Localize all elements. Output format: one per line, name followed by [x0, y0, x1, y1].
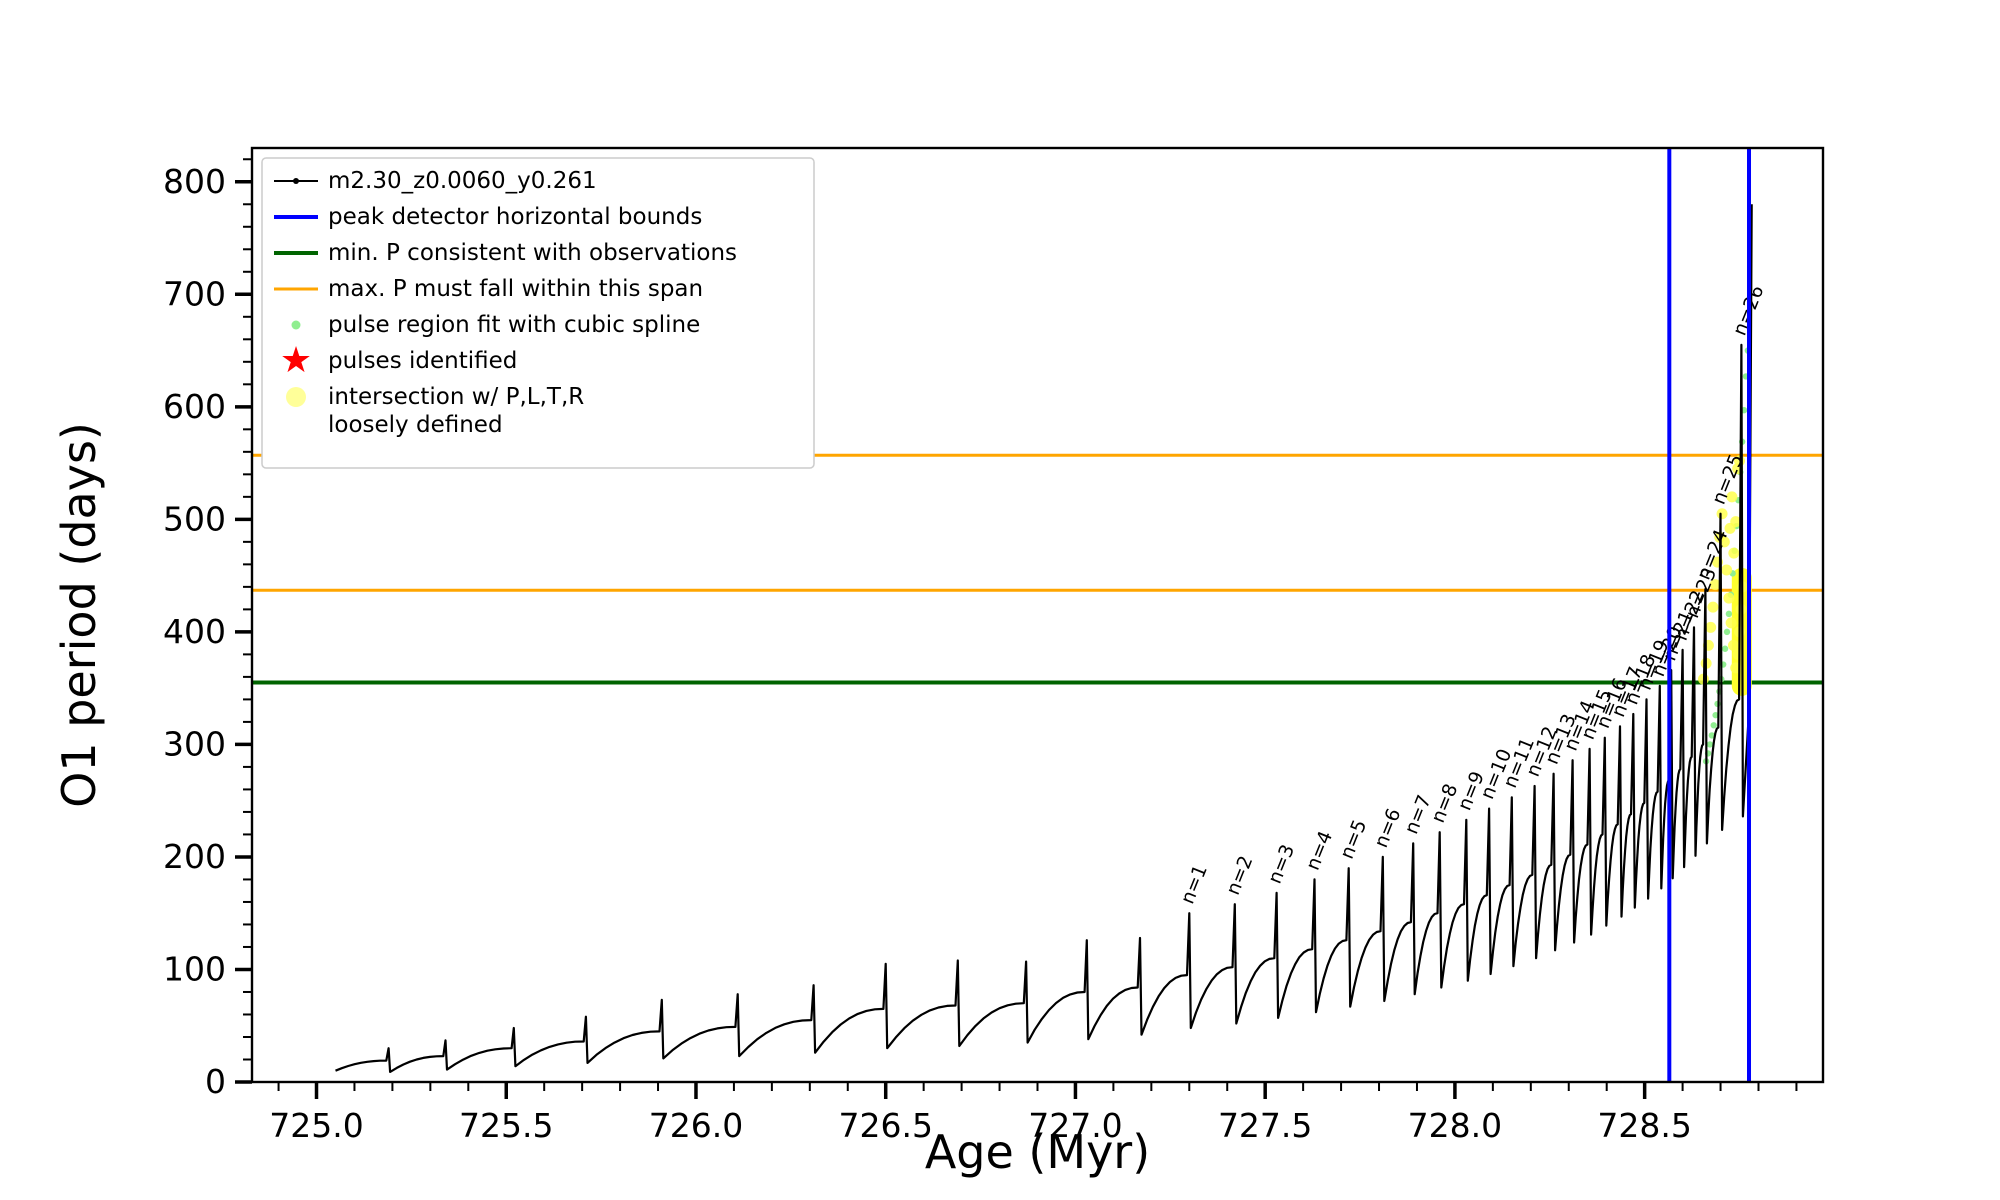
y-tick-label: 200 [163, 837, 226, 876]
legend-marker-large-dot [286, 387, 306, 407]
y-tick-label: 700 [163, 274, 226, 313]
x-tick-label: 727.0 [1028, 1106, 1122, 1145]
intersection-dot [1707, 601, 1719, 613]
legend-label: pulses identified [328, 348, 517, 374]
intersection-dot [1727, 639, 1739, 651]
y-tick-label: 100 [163, 949, 226, 988]
x-tick-label: 728.5 [1597, 1106, 1691, 1145]
spline-dot [1710, 722, 1717, 729]
x-tick-label: 726.0 [649, 1106, 743, 1145]
legend-label: peak detector horizontal bounds [328, 204, 702, 230]
y-tick-label: 800 [163, 162, 226, 201]
legend-label: pulse region fit with cubic spline [328, 312, 700, 338]
spline-dot [1721, 645, 1729, 652]
intersection-dot [1709, 579, 1721, 591]
legend-marker-small-dot [291, 320, 301, 330]
y-tick-label: 500 [163, 499, 226, 538]
spline-dot [1708, 732, 1716, 739]
x-tick-label: 728.0 [1408, 1106, 1502, 1145]
legend-label: m2.30_z0.0060_y0.261 [328, 168, 597, 194]
legend-marker-star-icon: ★ [280, 340, 312, 381]
intersection-dot [1723, 592, 1735, 604]
y-tick-label: 300 [163, 724, 226, 763]
legend-marker-dot [293, 178, 299, 184]
intersection-dot [1724, 522, 1736, 534]
vertical-bound-lines [1667, 148, 1752, 1082]
y-tick-label: 0 [205, 1062, 226, 1101]
intersection-dot [1728, 547, 1740, 559]
intersection-dot [1716, 508, 1728, 520]
x-tick-label: 726.5 [838, 1106, 932, 1145]
y-tick-label: 400 [163, 612, 226, 651]
x-axis-ticks: 725.0 725.5 726.0 726.5 727.0 727.5 728.0 728.5 [269, 1082, 1798, 1145]
x-tick-label: 725.5 [459, 1106, 553, 1145]
x-axis-label: Age (Myr) [925, 1125, 1150, 1179]
intersection-dot [1721, 564, 1733, 576]
intersection-dot [1735, 603, 1747, 615]
x-tick-label: 725.0 [269, 1106, 363, 1145]
spline-dot [1723, 628, 1731, 636]
legend-label: loosely defined [328, 412, 503, 438]
spline-dot [1712, 711, 1719, 719]
spline-dot [1725, 610, 1733, 618]
legend-label: intersection w/ P,L,T,R [328, 384, 584, 410]
spline-dot [1706, 741, 1714, 748]
y-axis-label: O1 period (days) [52, 422, 106, 808]
intersection-dot [1732, 648, 1744, 660]
legend-label: min. P consistent with observations [328, 240, 737, 266]
series-curve [335, 204, 1753, 1073]
legend-box [261, 157, 815, 469]
intersection-dot [1726, 491, 1738, 503]
intersection-dot [1705, 621, 1717, 633]
x-tick-label: 727.5 [1218, 1106, 1312, 1145]
legend-label: max. P must fall within this span [328, 276, 703, 302]
intersection-dot [1725, 617, 1737, 629]
y-tick-label: 600 [163, 387, 226, 426]
y-axis-ticks: 0 100 200 300 400 500 600 700 800 [163, 158, 252, 1101]
